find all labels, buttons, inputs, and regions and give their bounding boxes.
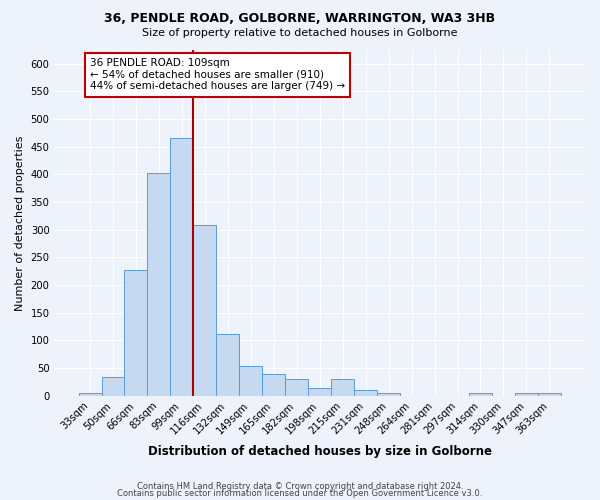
Bar xyxy=(377,393,400,396)
Bar xyxy=(217,334,239,396)
Bar xyxy=(101,378,124,396)
Bar xyxy=(308,388,331,396)
Bar xyxy=(262,374,285,396)
Text: 36 PENDLE ROAD: 109sqm
← 54% of detached houses are smaller (910)
44% of semi-de: 36 PENDLE ROAD: 109sqm ← 54% of detached… xyxy=(90,58,345,92)
Text: Contains public sector information licensed under the Open Government Licence v3: Contains public sector information licen… xyxy=(118,489,482,498)
X-axis label: Distribution of detached houses by size in Golborne: Distribution of detached houses by size … xyxy=(148,444,492,458)
Bar xyxy=(124,270,148,396)
Bar xyxy=(469,393,492,396)
Text: Size of property relative to detached houses in Golborne: Size of property relative to detached ho… xyxy=(142,28,458,38)
Bar xyxy=(515,393,538,396)
Bar xyxy=(285,379,308,396)
Bar xyxy=(170,138,193,396)
Bar xyxy=(79,393,101,396)
Bar xyxy=(538,393,561,396)
Bar xyxy=(354,390,377,396)
Text: 36, PENDLE ROAD, GOLBORNE, WARRINGTON, WA3 3HB: 36, PENDLE ROAD, GOLBORNE, WARRINGTON, W… xyxy=(104,12,496,26)
Y-axis label: Number of detached properties: Number of detached properties xyxy=(15,135,25,310)
Bar xyxy=(148,174,170,396)
Bar xyxy=(331,379,354,396)
Text: Contains HM Land Registry data © Crown copyright and database right 2024.: Contains HM Land Registry data © Crown c… xyxy=(137,482,463,491)
Bar xyxy=(239,366,262,396)
Bar xyxy=(193,226,217,396)
